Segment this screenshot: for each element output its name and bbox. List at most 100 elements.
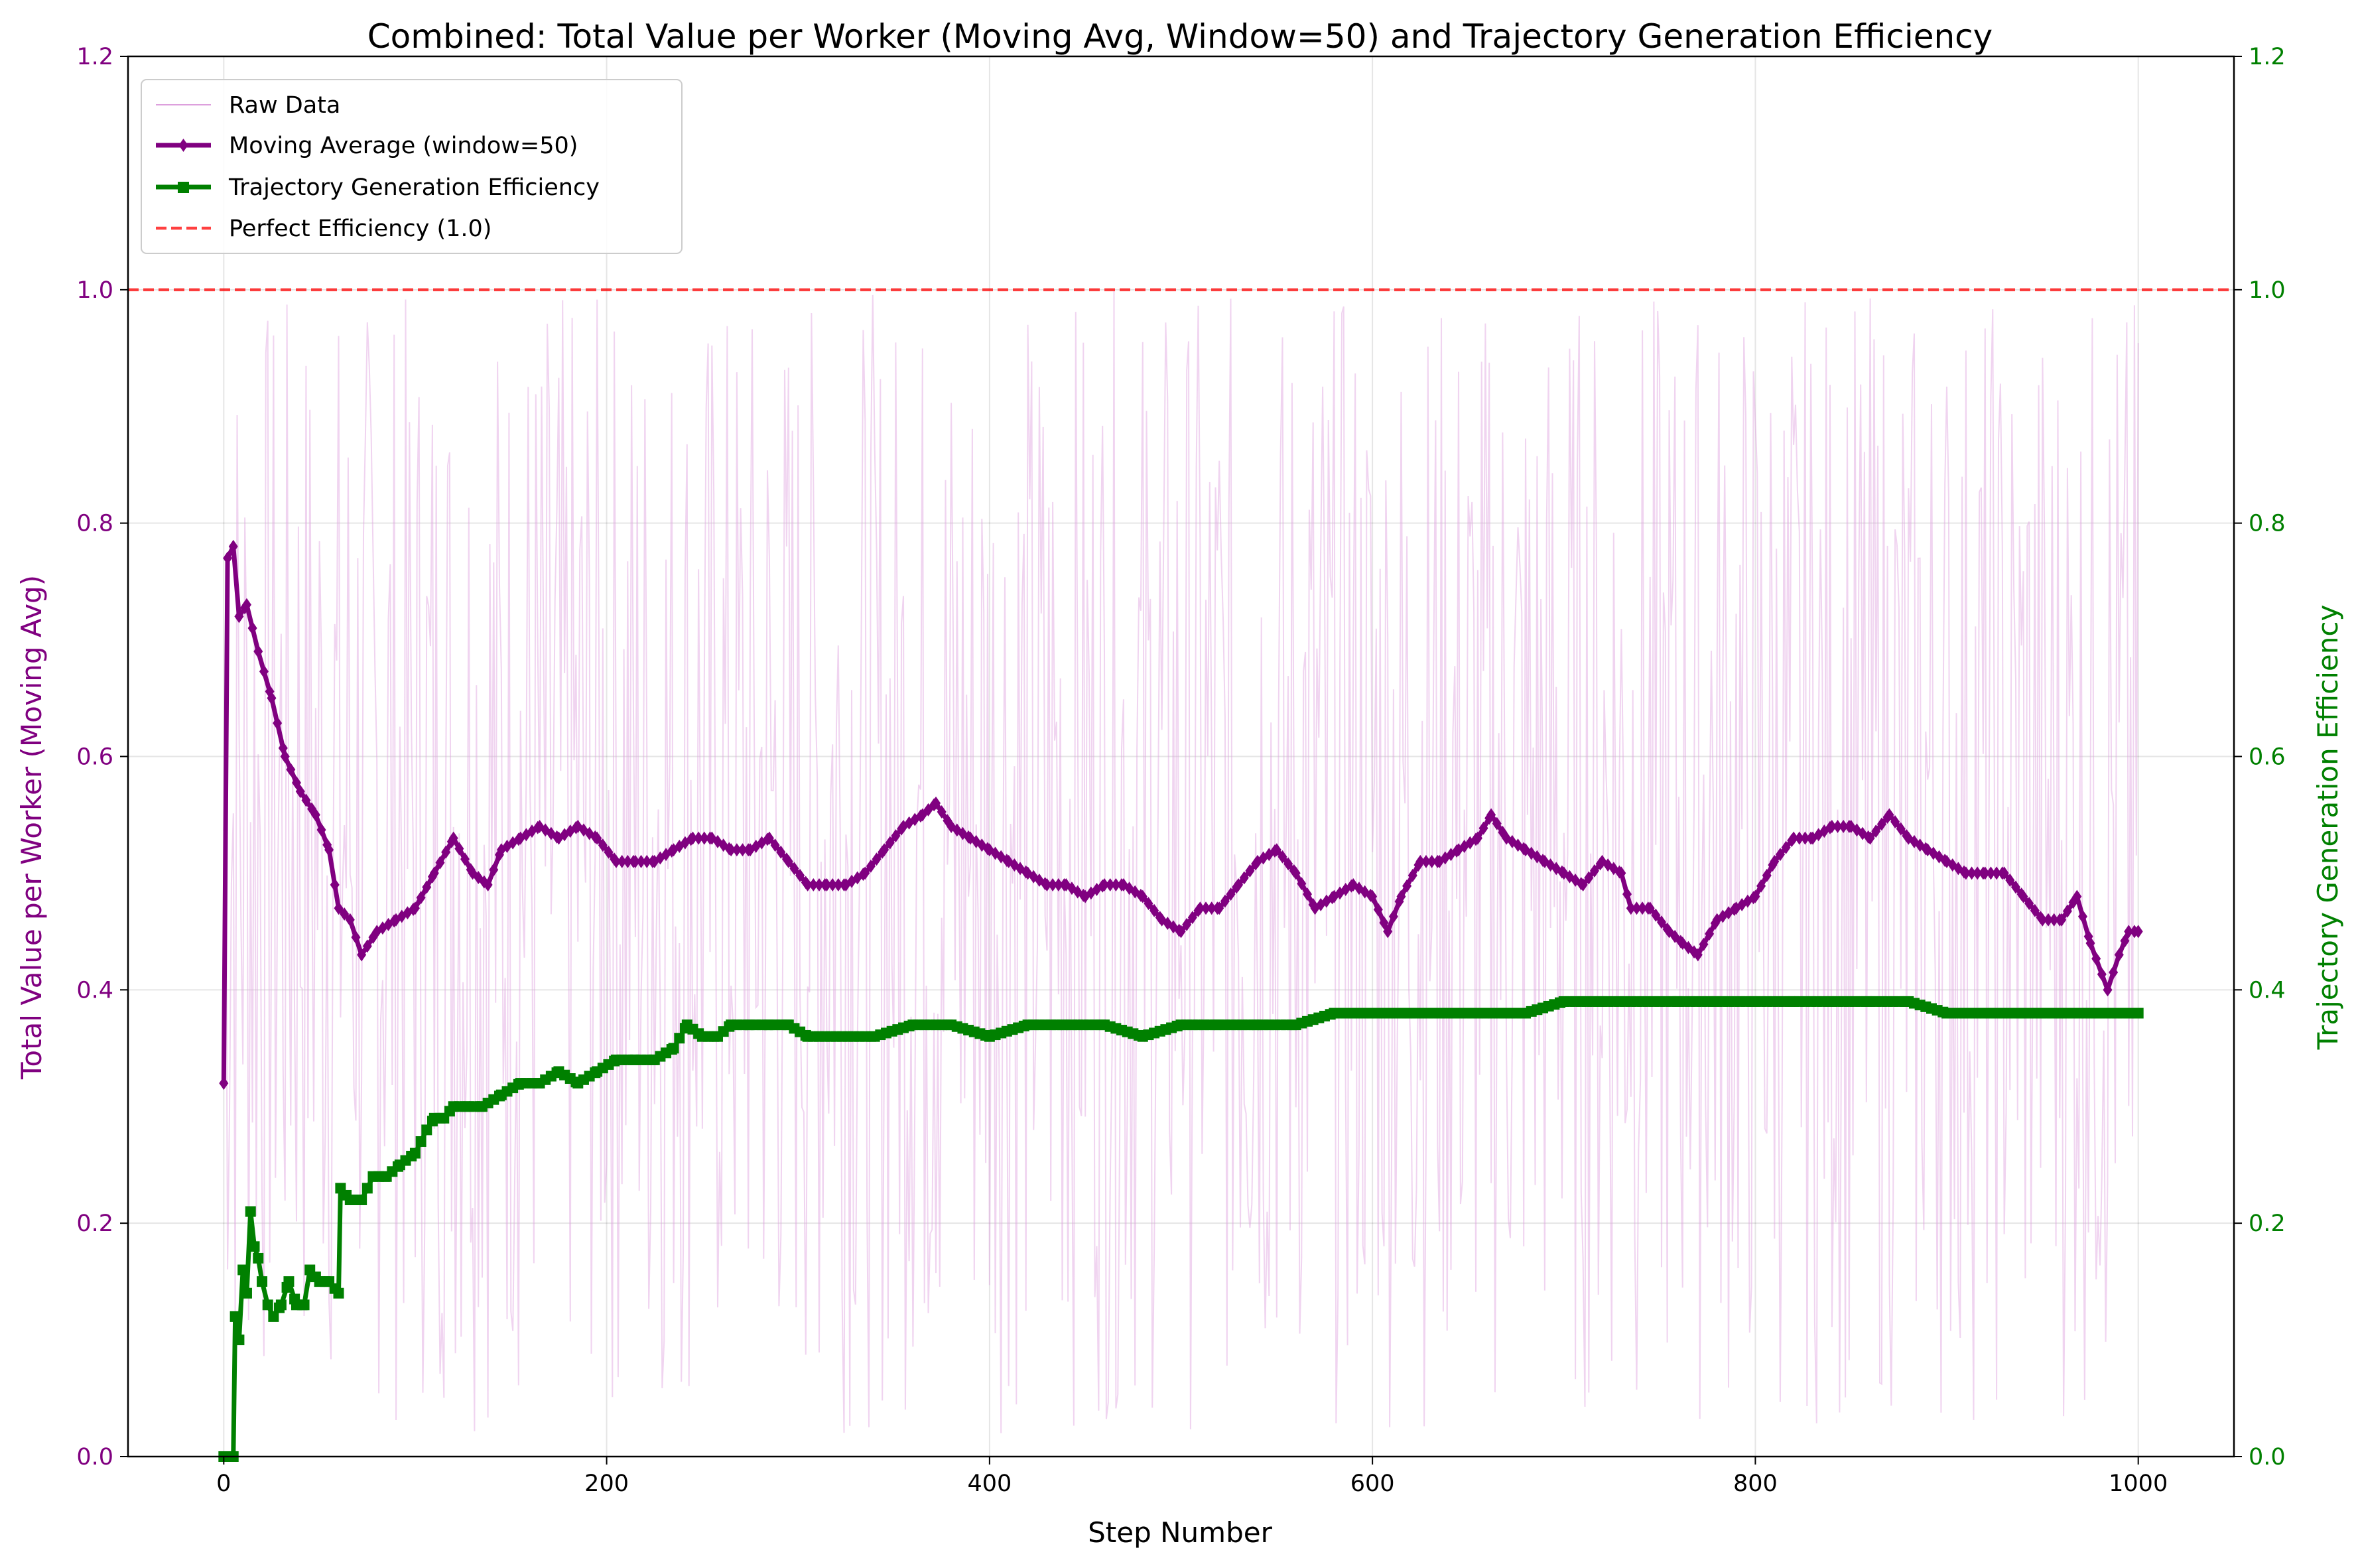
moving-average-point: [1100, 878, 1110, 892]
moving-average-point: [814, 878, 824, 892]
moving-average-point: [2024, 897, 2034, 911]
moving-average-point: [2018, 889, 2028, 903]
moving-average-point: [351, 931, 361, 945]
moving-average-point: [1283, 857, 1293, 871]
moving-average-point: [259, 665, 269, 679]
y-left-tick-label: 0.8: [76, 511, 113, 537]
efficiency-point: [361, 1183, 373, 1194]
moving-average-point: [828, 878, 838, 892]
chart-title: Combined: Total Value per Worker (Moving…: [367, 17, 1993, 56]
moving-average-point: [1207, 901, 1216, 915]
efficiency-point: [233, 1335, 245, 1346]
moving-average-point: [416, 891, 426, 905]
efficiency-point: [262, 1299, 273, 1311]
moving-average-point: [2038, 913, 2048, 927]
moving-average-point: [1656, 915, 1666, 929]
moving-average-point: [1980, 866, 1990, 880]
moving-average-point: [1105, 878, 1115, 892]
moving-average-point: [1992, 866, 2002, 880]
moving-average-point: [1297, 877, 1307, 891]
moving-average-point: [219, 1077, 229, 1090]
moving-average-point: [866, 859, 876, 873]
y-left-tick-label: 0.2: [76, 1210, 113, 1237]
y-left-tick-label: 0.4: [76, 977, 113, 1004]
x-tick-label: 1000: [2109, 1470, 2168, 1497]
moving-average-point: [448, 831, 458, 845]
moving-average-point: [1632, 901, 1642, 915]
moving-average-point: [247, 621, 257, 635]
moving-average-point: [1195, 901, 1205, 915]
y-left-axis-label: Total Value per Worker (Moving Avg): [15, 575, 48, 1080]
moving-average-point: [2085, 936, 2095, 950]
moving-average-point: [2109, 965, 2119, 979]
moving-average-point: [872, 852, 882, 866]
moving-average-point: [310, 808, 320, 822]
moving-average-point: [688, 831, 698, 845]
moving-average-point: [1272, 843, 1281, 857]
moving-average-point: [1396, 889, 1406, 903]
x-tick-label: 600: [1350, 1470, 1395, 1497]
legend-eff-marker: [178, 182, 189, 193]
moving-average-point: [1478, 821, 1488, 835]
moving-average-point: [738, 843, 748, 857]
efficiency-series-layer: [218, 996, 2144, 1462]
y-left-tick-label: 0.6: [76, 744, 113, 771]
moving-average-point: [2114, 948, 2124, 962]
moving-average-point: [937, 805, 947, 819]
moving-average-point: [330, 878, 340, 892]
moving-average-point: [1622, 887, 1632, 901]
moving-average-point: [1616, 866, 1626, 880]
moving-average-point: [357, 948, 367, 962]
efficiency-point: [333, 1287, 344, 1299]
moving-average-point: [1884, 808, 1894, 822]
x-tick-label: 800: [1733, 1470, 1778, 1497]
moving-average-point: [642, 854, 652, 868]
moving-average-point: [1896, 822, 1906, 836]
y-right-tick-label: 1.0: [2249, 277, 2286, 304]
moving-average-point: [1220, 894, 1230, 908]
moving-average-point: [234, 610, 244, 623]
moving-average-point: [1176, 925, 1186, 939]
moving-average-point: [1781, 840, 1791, 854]
moving-average-point: [1833, 820, 1843, 834]
y-right-ticks: 0.0 0.2 0.4 0.6 0.8 1.0 1.2: [2234, 44, 2286, 1470]
moving-average-point: [1291, 866, 1301, 880]
moving-average-point: [2133, 925, 2143, 939]
efficiency-point: [229, 1311, 241, 1322]
moving-average-point: [1368, 889, 1378, 903]
raw-data-line: [223, 291, 2139, 1433]
moving-average-point: [764, 831, 774, 845]
efficiency-point: [409, 1147, 421, 1159]
moving-average-point: [1589, 864, 1599, 878]
moving-average-point: [316, 823, 326, 837]
moving-average-point: [604, 845, 614, 859]
moving-average-point: [617, 854, 627, 868]
raw-data-layer: [223, 291, 2139, 1433]
moving-average-point: [1800, 831, 1810, 845]
moving-average-point: [441, 845, 451, 859]
moving-average-point: [1839, 820, 1849, 834]
x-tick-label: 0: [216, 1470, 231, 1497]
efficiency-point: [245, 1206, 256, 1217]
moving-average-point: [454, 842, 464, 856]
efficiency-point: [2132, 1008, 2144, 1019]
moving-average-point: [612, 854, 622, 868]
moving-average-point: [776, 845, 786, 859]
moving-average-point: [789, 862, 799, 876]
moving-average-point: [726, 843, 736, 857]
moving-average-point: [422, 880, 432, 894]
moving-average-point: [1756, 879, 1766, 893]
moving-average-point: [1645, 901, 1655, 915]
efficiency-point: [668, 1043, 679, 1054]
moving-average-point: [410, 901, 420, 915]
moving-average-point: [1865, 831, 1875, 845]
moving-average-point: [1303, 887, 1312, 901]
moving-average-point: [2044, 913, 2054, 927]
moving-average-point: [2010, 880, 2020, 894]
moving-average-point: [1415, 854, 1425, 868]
efficiency-point: [674, 1033, 685, 1044]
moving-average-point: [694, 831, 704, 845]
efficiency-point: [415, 1136, 426, 1147]
y-right-tick-label: 0.2: [2249, 1210, 2286, 1237]
